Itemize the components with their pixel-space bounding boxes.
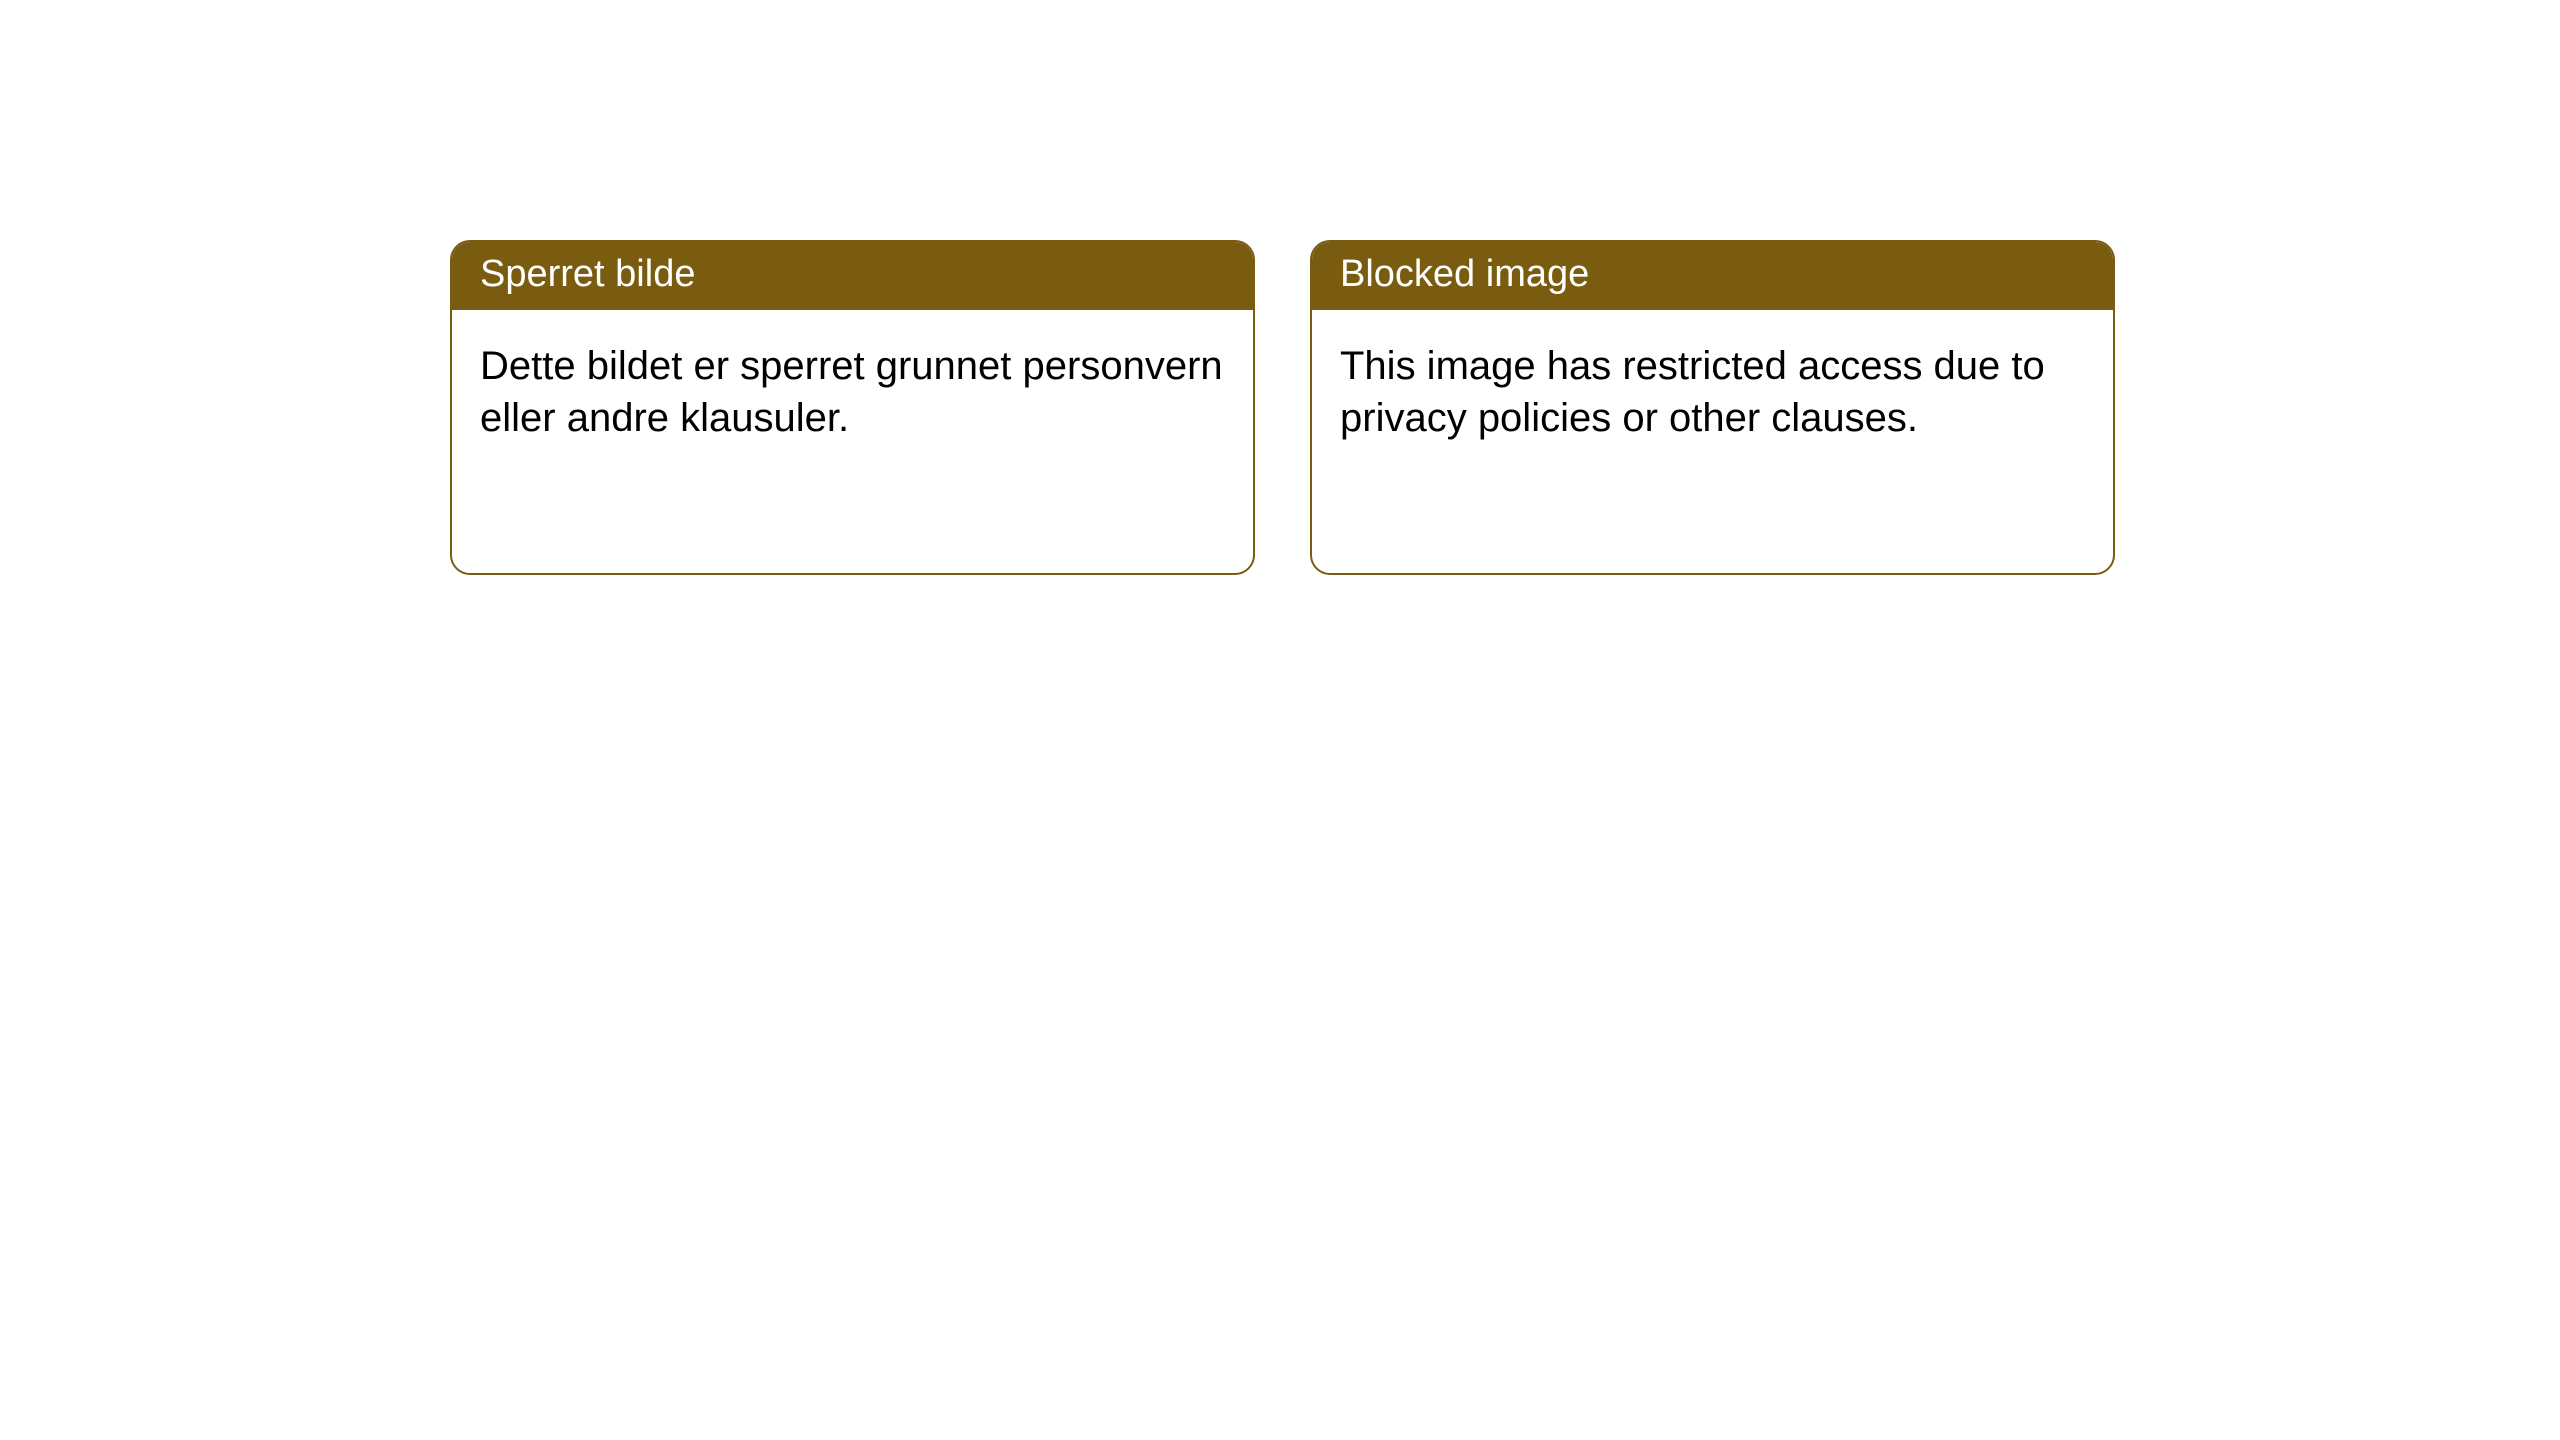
card-header-no: Sperret bilde: [452, 242, 1253, 310]
card-title-en: Blocked image: [1340, 253, 1589, 295]
card-header-en: Blocked image: [1312, 242, 2113, 310]
card-message-en: This image has restricted access due to …: [1340, 344, 2045, 440]
card-body-no: Dette bildet er sperret grunnet personve…: [452, 310, 1253, 474]
blocked-image-card-en: Blocked image This image has restricted …: [1310, 240, 2115, 575]
notice-container: Sperret bilde Dette bildet er sperret gr…: [0, 0, 2560, 575]
card-title-no: Sperret bilde: [480, 253, 695, 295]
card-message-no: Dette bildet er sperret grunnet personve…: [480, 344, 1223, 440]
blocked-image-card-no: Sperret bilde Dette bildet er sperret gr…: [450, 240, 1255, 575]
card-body-en: This image has restricted access due to …: [1312, 310, 2113, 474]
